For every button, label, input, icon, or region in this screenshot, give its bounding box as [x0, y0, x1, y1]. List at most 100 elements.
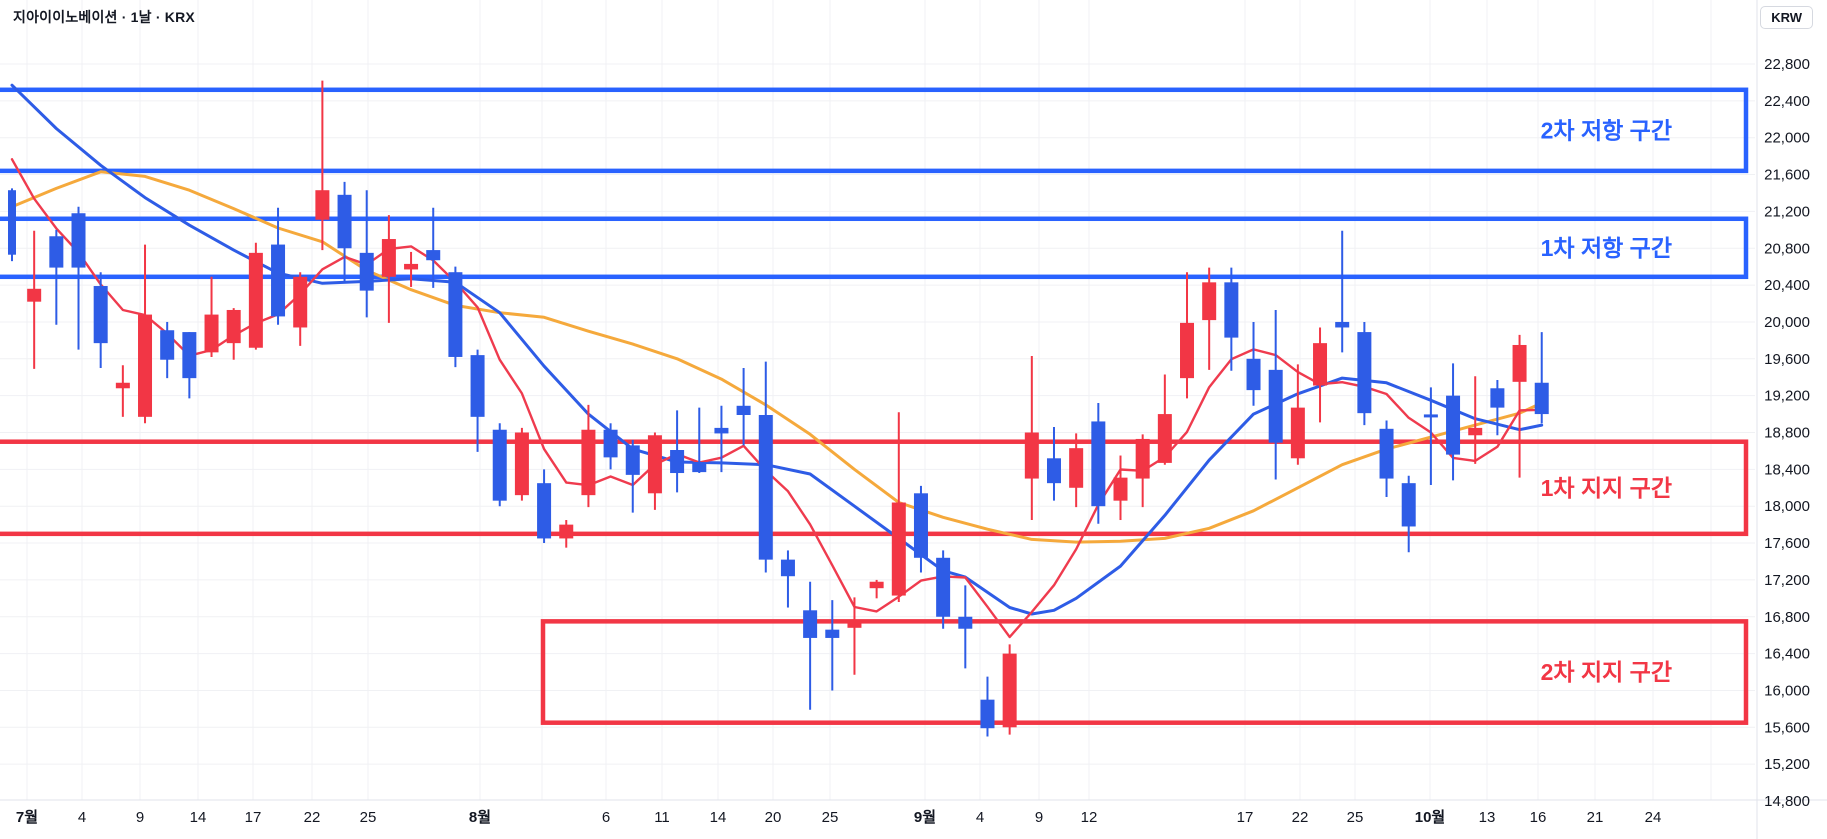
time-tick-label: 4 [976, 809, 984, 826]
candle-body [1534, 382, 1549, 415]
candle-body [27, 288, 42, 302]
candle-body [803, 610, 818, 638]
candle-body [1246, 358, 1261, 391]
candle-body [936, 557, 951, 617]
candle-body [359, 252, 374, 291]
price-tick-label: 19,200 [1764, 388, 1810, 405]
candle-body [1069, 448, 1084, 488]
price-tick-label: 14,800 [1764, 793, 1810, 810]
candle-body [1091, 421, 1106, 507]
candle-body [115, 382, 130, 389]
time-tick-label: 25 [822, 809, 839, 826]
time-tick-label: 16 [1530, 809, 1547, 826]
candle-body [603, 429, 618, 458]
price-tick-label: 19,600 [1764, 351, 1810, 368]
price-tick-label: 20,800 [1764, 240, 1810, 257]
candle-body [1180, 322, 1195, 379]
candle-body [825, 629, 840, 638]
time-tick-label: 20 [765, 809, 782, 826]
currency-button[interactable]: KRW [1760, 6, 1813, 29]
time-tick-label: 11 [654, 809, 670, 826]
zone-label: 1차 지지 구간 [1541, 475, 1672, 501]
time-tick-label: 8월 [469, 809, 491, 826]
candle-body [93, 286, 108, 344]
candle-body [182, 332, 197, 379]
time-tick-label: 10월 [1415, 809, 1446, 826]
time-tick-label: 9 [1035, 809, 1043, 826]
candle-body [1423, 414, 1438, 418]
time-tick-label: 22 [304, 809, 321, 826]
candle-body [1135, 438, 1150, 479]
candle-body [1357, 332, 1372, 414]
candle-body [404, 263, 419, 270]
time-tick-label: 22 [1292, 809, 1309, 826]
candle-body [49, 236, 64, 268]
candle-body [1379, 428, 1394, 479]
candle-body [958, 616, 973, 629]
time-tick-label: 7월 [16, 809, 38, 826]
candle-body [315, 190, 330, 220]
zone-label: 1차 저항 구간 [1541, 235, 1672, 261]
time-tick-label: 4 [78, 809, 86, 826]
candle-body [714, 427, 729, 434]
ma-fast-line [10, 158, 1543, 639]
candle-body [647, 435, 662, 494]
candle-body [1002, 653, 1017, 728]
price-tick-label: 22,400 [1764, 93, 1810, 110]
price-tick-label: 22,000 [1764, 130, 1810, 147]
zone-box-resistance [0, 87, 1749, 174]
candle-body [293, 276, 308, 328]
candle-body [537, 483, 552, 539]
candle-body [448, 272, 463, 357]
ma-slow-line [10, 170, 1544, 544]
candle-body [670, 450, 685, 474]
candle-body [1268, 369, 1283, 443]
time-tick-label: 9 [136, 809, 144, 826]
price-tick-label: 18,000 [1764, 498, 1810, 515]
candle-body [492, 429, 507, 501]
price-tick-label: 22,800 [1764, 56, 1810, 73]
price-tick-label: 15,600 [1764, 719, 1810, 736]
candle-body [426, 250, 441, 261]
candle-body [891, 502, 906, 596]
ma-mid-line [10, 83, 1544, 616]
candle-body [381, 239, 396, 277]
candle-body [204, 314, 219, 353]
price-tick-label: 20,400 [1764, 277, 1810, 294]
candle-body [1157, 414, 1172, 463]
candle-body [625, 445, 640, 475]
time-tick-label: 14 [190, 809, 207, 826]
candle-body [1046, 458, 1061, 484]
price-tick-label: 21,200 [1764, 203, 1810, 220]
candle-body [780, 559, 795, 577]
candle-body [736, 405, 751, 415]
zone-box-support [540, 619, 1749, 725]
candle-body [980, 699, 995, 729]
candle-body [8, 190, 16, 255]
price-tick-label: 18,800 [1764, 425, 1810, 442]
candle-body [758, 414, 773, 560]
candle-body [913, 493, 928, 558]
candle-body [1202, 282, 1217, 321]
candle-body [1290, 407, 1305, 459]
candle-body [1468, 427, 1483, 436]
price-tick-label: 18,400 [1764, 461, 1810, 478]
price-tick-label: 17,200 [1764, 572, 1810, 589]
candle-body [160, 330, 175, 360]
candle-body [1490, 388, 1505, 408]
candle-body [1401, 483, 1416, 527]
candle-body [271, 244, 286, 317]
price-tick-label: 20,000 [1764, 314, 1810, 331]
symbol-title: 지아이이노베이션 · 1날 · KRX [13, 9, 195, 25]
candle-body [138, 314, 153, 417]
time-tick-label: 14 [710, 809, 727, 826]
candle-body [1313, 343, 1328, 386]
time-tick-label: 12 [1081, 809, 1098, 826]
candle-body [1224, 282, 1239, 338]
time-tick-label: 25 [1347, 809, 1364, 826]
candle-body [337, 194, 352, 249]
time-tick-label: 21 [1587, 809, 1604, 826]
price-tick-label: 17,600 [1764, 535, 1810, 552]
